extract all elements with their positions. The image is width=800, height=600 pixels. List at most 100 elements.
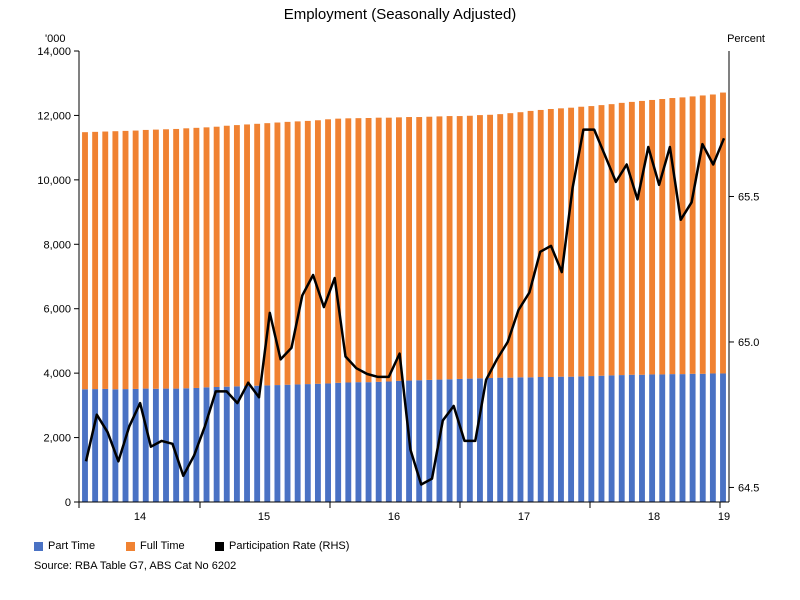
- legend-swatch-full-time: [126, 541, 135, 551]
- bar-full-time: [689, 96, 696, 374]
- bar-full-time: [82, 132, 88, 390]
- legend-full-time: Full Time: [126, 540, 185, 552]
- bar-full-time: [385, 117, 392, 382]
- bar-full-time: [193, 127, 200, 388]
- right-axis-tick-label: 64.5: [738, 482, 759, 494]
- bar-part-time: [223, 386, 230, 502]
- bar-part-time: [547, 377, 554, 502]
- bar-part-time: [527, 377, 534, 502]
- bar-part-time: [102, 388, 109, 502]
- bar-part-time: [568, 376, 575, 502]
- bar-part-time: [375, 381, 382, 502]
- bar-part-time: [264, 385, 271, 502]
- bar-part-time: [639, 374, 645, 502]
- bar-part-time: [699, 373, 706, 502]
- bar-part-time: [142, 388, 149, 502]
- bar-full-time: [335, 118, 342, 383]
- bar-full-time: [487, 114, 494, 378]
- bar-full-time: [497, 114, 504, 378]
- x-axis-tick-label: 17: [518, 511, 530, 523]
- bar-full-time: [618, 102, 625, 376]
- bar-full-time: [132, 130, 139, 389]
- bar-full-time: [598, 105, 605, 376]
- bar-full-time: [284, 121, 291, 385]
- bar-part-time: [446, 379, 453, 502]
- bar-part-time: [112, 389, 119, 502]
- bar-part-time: [477, 378, 483, 502]
- bar-part-time: [365, 382, 372, 502]
- bar-part-time: [385, 381, 392, 502]
- bar-part-time: [244, 386, 250, 502]
- legend-swatch-participation: [215, 541, 224, 551]
- bar-part-time: [649, 374, 656, 502]
- bar-part-time: [314, 383, 321, 502]
- bar-full-time: [365, 118, 372, 383]
- bar-full-time: [233, 125, 240, 387]
- bar-full-time: [254, 123, 261, 386]
- bar-full-time: [709, 94, 716, 374]
- bar-full-time: [416, 117, 423, 381]
- source-note: Source: RBA Table G7, ABS Cat No 6202: [34, 560, 237, 572]
- bar-part-time: [254, 385, 261, 502]
- bar-part-time: [284, 384, 291, 502]
- bar-full-time: [142, 129, 149, 389]
- bar-part-time: [355, 382, 362, 502]
- left-axis-tick-label: 12,000: [37, 110, 71, 122]
- bar-full-time: [659, 98, 666, 375]
- bar-full-time: [395, 117, 402, 381]
- bar-full-time: [558, 108, 564, 377]
- bar-part-time: [345, 382, 352, 502]
- bar-part-time: [203, 387, 210, 502]
- left-axis-tick-label: 10,000: [37, 175, 71, 187]
- bar-full-time: [304, 120, 311, 385]
- chart-title: Employment (Seasonally Adjusted): [283, 6, 517, 23]
- bar-full-time: [264, 123, 271, 386]
- left-axis-unit-label: '000: [45, 33, 65, 45]
- legend-label-part-time: Part Time: [48, 540, 96, 552]
- bar-part-time: [173, 388, 180, 502]
- bar-part-time: [487, 377, 494, 502]
- bar-part-time: [507, 377, 514, 502]
- x-axis-tick-label: 14: [134, 511, 146, 523]
- bar-part-time: [588, 376, 595, 502]
- bar-full-time: [203, 127, 210, 388]
- bar-part-time: [618, 375, 625, 502]
- right-axis-tick-label: 65.0: [738, 337, 759, 349]
- bar-part-time: [679, 374, 686, 502]
- bar-full-time: [122, 130, 129, 390]
- legend-label-participation: Participation Rate (RHS): [229, 540, 350, 552]
- bar-full-time: [639, 100, 645, 375]
- bar-part-time: [122, 389, 129, 502]
- bar-full-time: [679, 97, 686, 375]
- bar-part-time: [628, 374, 635, 502]
- bar-part-time: [426, 379, 433, 502]
- bar-full-time: [588, 106, 595, 377]
- bar-full-time: [578, 106, 585, 377]
- bar-full-time: [720, 92, 726, 374]
- bar-full-time: [527, 110, 534, 378]
- legend-part-time: Part Time: [34, 540, 95, 552]
- bar-part-time: [537, 377, 544, 502]
- bar-full-time: [92, 131, 99, 390]
- x-axis-tick-label: 19: [718, 511, 730, 523]
- left-axis-tick-label: 6,000: [43, 304, 71, 316]
- bar-full-time: [456, 116, 463, 379]
- bar-part-time: [578, 376, 585, 502]
- bar-full-time: [173, 128, 180, 389]
- bar-full-time: [608, 104, 615, 376]
- bar-part-time: [92, 389, 99, 502]
- bar-part-time: [213, 386, 220, 502]
- legend-swatch-part-time: [34, 541, 43, 551]
- x-axis-tick-label: 16: [388, 511, 400, 523]
- bar-part-time: [132, 388, 139, 502]
- bar-full-time: [244, 124, 250, 387]
- left-axis-tick-label: 8,000: [43, 239, 71, 251]
- bar-part-time: [294, 384, 301, 502]
- bar-full-time: [355, 118, 362, 383]
- bar-full-time: [345, 118, 352, 383]
- bar-part-time: [335, 382, 342, 502]
- bar-part-time: [517, 377, 524, 502]
- bar-full-time: [223, 125, 230, 387]
- bar-part-time: [325, 383, 331, 502]
- bar-part-time: [608, 375, 615, 502]
